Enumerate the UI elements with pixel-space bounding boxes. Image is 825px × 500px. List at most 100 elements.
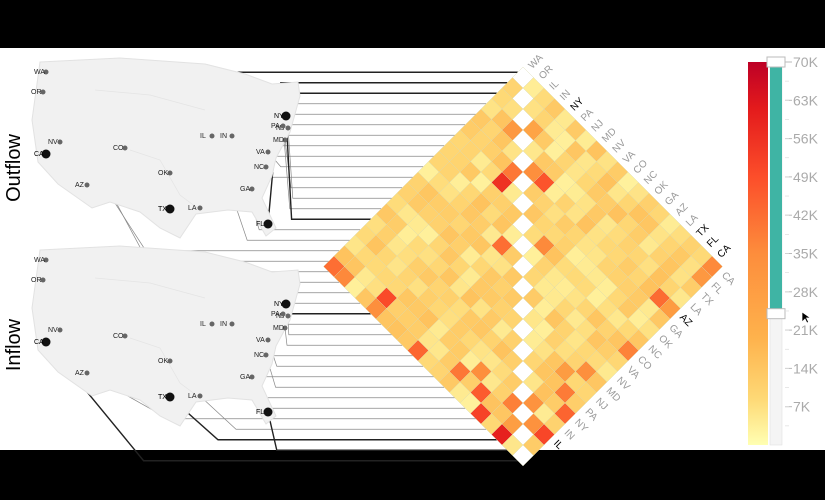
state-dot[interactable] [285, 313, 291, 319]
range-handle-bottom[interactable] [766, 308, 786, 320]
range-handle-top[interactable] [766, 56, 786, 68]
state-code-label: TX [158, 206, 167, 213]
state-dot[interactable] [229, 133, 235, 139]
tick-label: 63K [793, 92, 819, 108]
state-code-label: AZ [75, 370, 85, 377]
tick-label: 70K [793, 54, 819, 70]
state-code-label: NY [274, 301, 284, 308]
state-dot[interactable] [43, 257, 49, 263]
state-dot[interactable] [263, 164, 269, 170]
state-dot[interactable] [285, 125, 291, 131]
colorbar-gradient [748, 62, 768, 445]
state-code-label: NJ [276, 313, 285, 320]
state-leader-line [199, 395, 487, 430]
state-code-label: OK [158, 358, 168, 365]
state-leader-line [284, 327, 403, 346]
us-map-border [94, 277, 206, 299]
state-code-label: FL [256, 409, 264, 416]
state-code-label: FL [256, 221, 264, 228]
tick-label: 56K [793, 131, 819, 147]
state-dot[interactable] [280, 311, 286, 317]
state-code-label: NJ [276, 125, 285, 132]
bottom-bar [0, 450, 825, 500]
state-dot[interactable] [122, 145, 128, 151]
state-dot[interactable] [40, 89, 46, 95]
state-dot[interactable] [263, 219, 273, 229]
matrix-cell[interactable] [512, 444, 534, 467]
state-leader-line [267, 82, 508, 225]
state-code-label: IN [220, 321, 227, 328]
mouse-cursor-icon [801, 311, 812, 324]
state-leader-line [282, 125, 382, 210]
tick-label: 35K [793, 246, 819, 262]
state-code-label: GA [240, 374, 250, 381]
state-dot[interactable] [249, 374, 255, 380]
state-code-label: CA [34, 339, 44, 346]
state-dot[interactable] [167, 170, 173, 176]
state-dot[interactable] [167, 358, 173, 364]
state-dot[interactable] [165, 392, 175, 402]
state-leader-line [285, 115, 371, 220]
state-code-label: OK [158, 170, 168, 177]
state-dot[interactable] [122, 333, 128, 339]
tick-label: 14K [793, 360, 819, 376]
us-map-border [129, 149, 201, 211]
tick-label: 21K [793, 322, 819, 338]
state-code-label: CO [113, 145, 124, 152]
state-code-label: PA [271, 123, 280, 130]
us-map-land [31, 57, 301, 239]
state-dot[interactable] [165, 204, 175, 214]
state-code-label: NY [274, 113, 284, 120]
flow-matrix: WAORILINNYPANJMDNVVACONCOKGAAZLATXFLCACA… [323, 52, 737, 478]
state-dot[interactable] [281, 111, 291, 121]
state-dot[interactable] [43, 69, 49, 75]
state-dot[interactable] [84, 370, 90, 376]
state-dot[interactable] [57, 139, 63, 145]
state-leader-line [284, 139, 403, 189]
state-dot[interactable] [281, 299, 291, 309]
state-dot[interactable] [209, 133, 215, 139]
state-dot[interactable] [40, 277, 46, 283]
state-dot[interactable] [197, 393, 203, 399]
state-dot[interactable] [282, 325, 288, 331]
state-dot[interactable] [41, 337, 51, 347]
top-bar [0, 0, 825, 48]
state-leader-line [287, 127, 392, 199]
range-slider-active[interactable] [770, 62, 782, 314]
state-dot[interactable] [57, 327, 63, 333]
state-dot[interactable] [229, 321, 235, 327]
tick-label: 49K [793, 169, 819, 185]
state-code-label: WA [34, 69, 45, 76]
state-dot[interactable] [209, 321, 215, 327]
tick-label: 28K [793, 284, 819, 300]
state-code-label: VA [256, 149, 265, 156]
colorbar[interactable]: 70K 63K 56K 49K 42K 35K 28K 21K 14K 7K [748, 54, 819, 446]
state-code-label: GA [240, 186, 250, 193]
state-dot[interactable] [263, 352, 269, 358]
state-dot[interactable] [197, 205, 203, 211]
state-code-label: MD [273, 137, 284, 144]
us-map-land [31, 245, 301, 427]
tick-label: 42K [793, 207, 819, 223]
state-code-label: MD [273, 325, 284, 332]
state-code-label: OR [31, 89, 42, 96]
state-dot[interactable] [263, 407, 273, 417]
colorbar-ticks: 70K 63K 56K 49K 42K 35K 28K 21K 14K 7K [785, 54, 819, 427]
state-code-label: PA [271, 311, 280, 318]
state-code-label: CA [34, 151, 44, 158]
outflow-label: Outflow [3, 134, 25, 202]
tick-label: 7K [793, 399, 811, 415]
state-dot[interactable] [249, 186, 255, 192]
us-map-border [129, 337, 201, 399]
state-leader-line [267, 411, 508, 451]
state-dot[interactable] [41, 149, 51, 159]
state-dot[interactable] [282, 137, 288, 143]
state-dot[interactable] [280, 123, 286, 129]
state-dot[interactable] [265, 337, 271, 343]
state-dot[interactable] [84, 182, 90, 188]
state-code-label: IN [220, 133, 227, 140]
state-dot[interactable] [265, 149, 271, 155]
state-code-label: NV [48, 139, 58, 146]
